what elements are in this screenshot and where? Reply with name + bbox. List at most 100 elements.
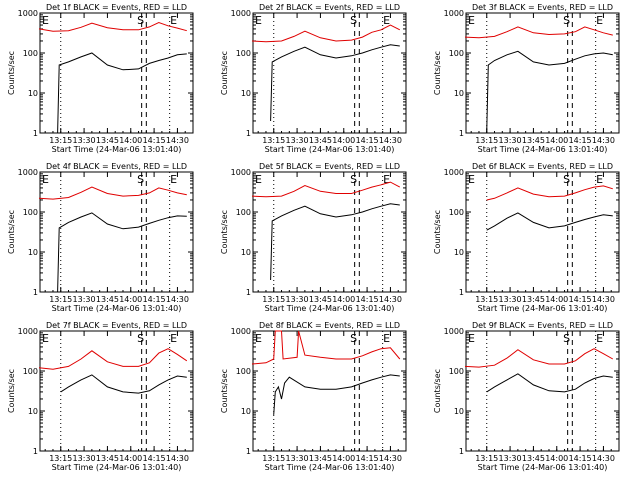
plot-frame <box>465 171 620 293</box>
y-tick-label: 100 <box>449 367 464 376</box>
panel-title: Det 1f BLACK = Events, RED = LLD <box>46 3 187 12</box>
panel-title: Det 6f BLACK = Events, RED = LLD <box>472 162 613 171</box>
x-tick-label: 14:30 <box>592 136 615 145</box>
plot-frame <box>39 330 194 452</box>
x-tick-label: 13:15 <box>262 454 285 463</box>
marker-s: S <box>137 14 144 27</box>
panel-title: Det 5f BLACK = Events, RED = LLD <box>259 162 400 171</box>
marker-start-e: E <box>42 332 49 345</box>
y-tick-label: 1 <box>246 447 251 456</box>
x-axis-label: Start Time (24-Mar-06 13:01:40) <box>265 145 395 154</box>
x-tick-label: 13:15 <box>49 295 72 304</box>
y-tick-label: 10 <box>241 89 251 98</box>
x-tick-label: 13:45 <box>96 454 119 463</box>
panel-title: Det 4f BLACK = Events, RED = LLD <box>46 162 187 171</box>
panel-det-5: Det 5f BLACK = Events, RED = LLD 1 10 100 10… <box>220 162 407 313</box>
x-tick-label: 13:45 <box>522 136 545 145</box>
panel-title: Det 3f BLACK = Events, RED = LLD <box>472 3 613 12</box>
marker-end-e: E <box>596 14 603 27</box>
y-tick-label: 10 <box>241 248 251 257</box>
lld-series-line <box>251 24 401 43</box>
panel-title: Det 9f BLACK = Events, RED = LLD <box>472 321 613 330</box>
y-tick-label: 1000 <box>444 9 464 18</box>
y-tick-label: 100 <box>236 49 251 58</box>
x-tick-label: 14:30 <box>379 295 402 304</box>
events-series-line <box>57 52 187 134</box>
plot-frame <box>252 330 407 452</box>
panel-det-2: Det 2f BLACK = Events, RED = LLD 1 10 100 10… <box>220 3 407 154</box>
y-tick-label: 10 <box>454 89 464 98</box>
y-tick-label: 10 <box>454 248 464 257</box>
x-tick-label: 13:15 <box>49 454 72 463</box>
marker-s: S <box>137 332 144 345</box>
x-axis-label: Start Time (24-Mar-06 13:01:40) <box>52 463 182 472</box>
x-tick-label: 13:30 <box>499 136 522 145</box>
events-series-line <box>486 212 613 231</box>
panel-det-8: Det 8f BLACK = Events, RED = LLD 1 10 100 10… <box>220 321 407 472</box>
x-axis-label: Start Time (24-Mar-06 13:01:40) <box>52 145 182 154</box>
x-axis-label: Start Time (24-Mar-06 13:01:40) <box>52 304 182 313</box>
y-tick-label: 100 <box>449 49 464 58</box>
y-tick-label: 1000 <box>231 327 251 336</box>
events-series-line <box>60 374 187 394</box>
events-series-line <box>486 50 613 134</box>
x-tick-label: 13:15 <box>49 136 72 145</box>
x-tick-label: 13:30 <box>286 136 309 145</box>
y-axis-label: Counts/sec <box>7 51 16 95</box>
marker-end-e: E <box>383 173 390 186</box>
marker-start-e: E <box>468 173 475 186</box>
marker-s: S <box>563 173 570 186</box>
y-tick-label: 1 <box>459 288 464 297</box>
marker-s: S <box>350 14 357 27</box>
plot-frame <box>39 171 194 293</box>
panel-det-9: Det 9f BLACK = Events, RED = LLD 1 10 100 10… <box>433 321 620 472</box>
x-tick-label: 13:30 <box>73 295 96 304</box>
x-tick-label: 14:15 <box>569 295 592 304</box>
x-tick-label: 13:15 <box>262 136 285 145</box>
y-tick-label: 100 <box>23 367 38 376</box>
lld-series-line <box>251 330 401 365</box>
x-tick-label: 14:15 <box>356 136 379 145</box>
y-axis-label: Counts/sec <box>220 51 229 95</box>
y-tick-label: 1 <box>459 129 464 138</box>
y-axis-label: Counts/sec <box>220 369 229 413</box>
y-tick-label: 1 <box>246 129 251 138</box>
x-tick-label: 13:15 <box>475 454 498 463</box>
marker-start-e: E <box>255 14 262 27</box>
x-tick-label: 14:30 <box>166 295 189 304</box>
x-tick-label: 13:45 <box>522 295 545 304</box>
y-tick-label: 1 <box>33 447 38 456</box>
x-tick-label: 13:30 <box>499 454 522 463</box>
lld-series-line <box>464 348 614 368</box>
x-tick-label: 14:00 <box>332 295 355 304</box>
y-tick-label: 100 <box>23 49 38 58</box>
y-axis-label: Counts/sec <box>433 210 442 254</box>
marker-start-e: E <box>468 14 475 27</box>
marker-start-e: E <box>255 173 262 186</box>
x-tick-label: 13:45 <box>309 454 332 463</box>
x-tick-label: 14:00 <box>119 454 142 463</box>
y-axis-label: Counts/sec <box>220 210 229 254</box>
events-series-line <box>57 212 187 293</box>
events-series-line <box>273 374 400 415</box>
x-axis-label: Start Time (24-Mar-06 13:01:40) <box>478 304 608 313</box>
marker-start-e: E <box>42 173 49 186</box>
plot-frame <box>465 330 620 452</box>
panel-det-1: Det 1f BLACK = Events, RED = LLD 1 10 100 10… <box>7 3 194 154</box>
marker-s: S <box>350 332 357 345</box>
events-series-line <box>270 44 400 122</box>
x-tick-label: 14:15 <box>356 295 379 304</box>
x-tick-label: 13:45 <box>522 454 545 463</box>
x-tick-label: 13:30 <box>286 454 309 463</box>
plot-frame <box>39 12 194 134</box>
x-tick-label: 14:15 <box>143 454 166 463</box>
x-tick-label: 13:30 <box>73 454 96 463</box>
marker-end-e: E <box>596 332 603 345</box>
lld-series-line <box>464 26 613 39</box>
y-tick-label: 10 <box>454 407 464 416</box>
x-tick-label: 14:15 <box>569 136 592 145</box>
y-tick-label: 100 <box>23 208 38 217</box>
plot-frame <box>252 12 407 134</box>
plot-frame <box>465 12 620 134</box>
